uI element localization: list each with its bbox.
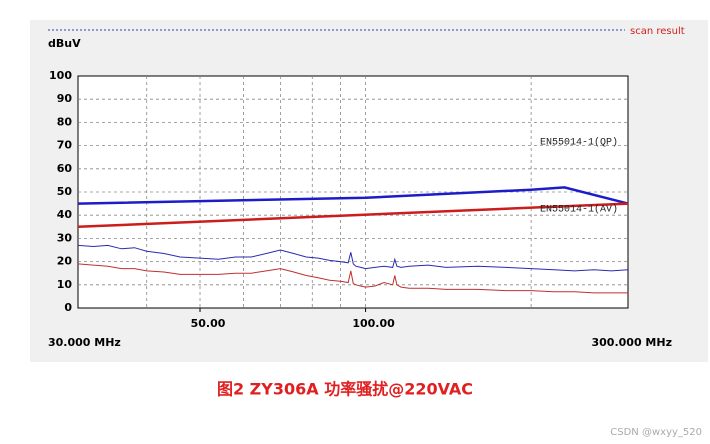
series-line bbox=[77, 263, 628, 294]
series-line bbox=[77, 202, 629, 229]
x-end-label: 300.000 MHz bbox=[592, 336, 673, 349]
y-tick-label: 80 bbox=[57, 115, 73, 128]
x-tick-label: 50.00 bbox=[191, 317, 226, 330]
y-tick-label: 30 bbox=[57, 231, 73, 244]
x-start-label: 30.000 MHz bbox=[48, 336, 121, 349]
y-axis-label: dBuV bbox=[48, 37, 81, 50]
watermark: CSDN @wxyy_520 bbox=[610, 427, 702, 438]
y-tick-label: 40 bbox=[57, 208, 73, 221]
plot-area bbox=[77, 75, 629, 309]
y-tick-label: 50 bbox=[57, 185, 73, 198]
series-line bbox=[77, 244, 629, 272]
y-tick-label: 100 bbox=[49, 69, 72, 82]
y-tick-label: 0 bbox=[64, 301, 72, 314]
x-tick-label: 100.00 bbox=[352, 317, 395, 330]
header: scan result bbox=[630, 26, 685, 37]
line-annotation: EN55014-1(AV) bbox=[540, 204, 618, 216]
y-tick-label: 90 bbox=[57, 92, 73, 105]
y-tick-label: 60 bbox=[57, 162, 73, 175]
line-annotation: EN55014-1(QP) bbox=[540, 137, 618, 149]
y-tick-label: 10 bbox=[57, 278, 73, 291]
y-tick-label: 20 bbox=[57, 255, 73, 268]
caption: 图2 ZY306A 功率骚扰@220VAC bbox=[217, 380, 473, 399]
y-tick-label: 70 bbox=[57, 139, 73, 152]
series-line bbox=[77, 186, 629, 205]
